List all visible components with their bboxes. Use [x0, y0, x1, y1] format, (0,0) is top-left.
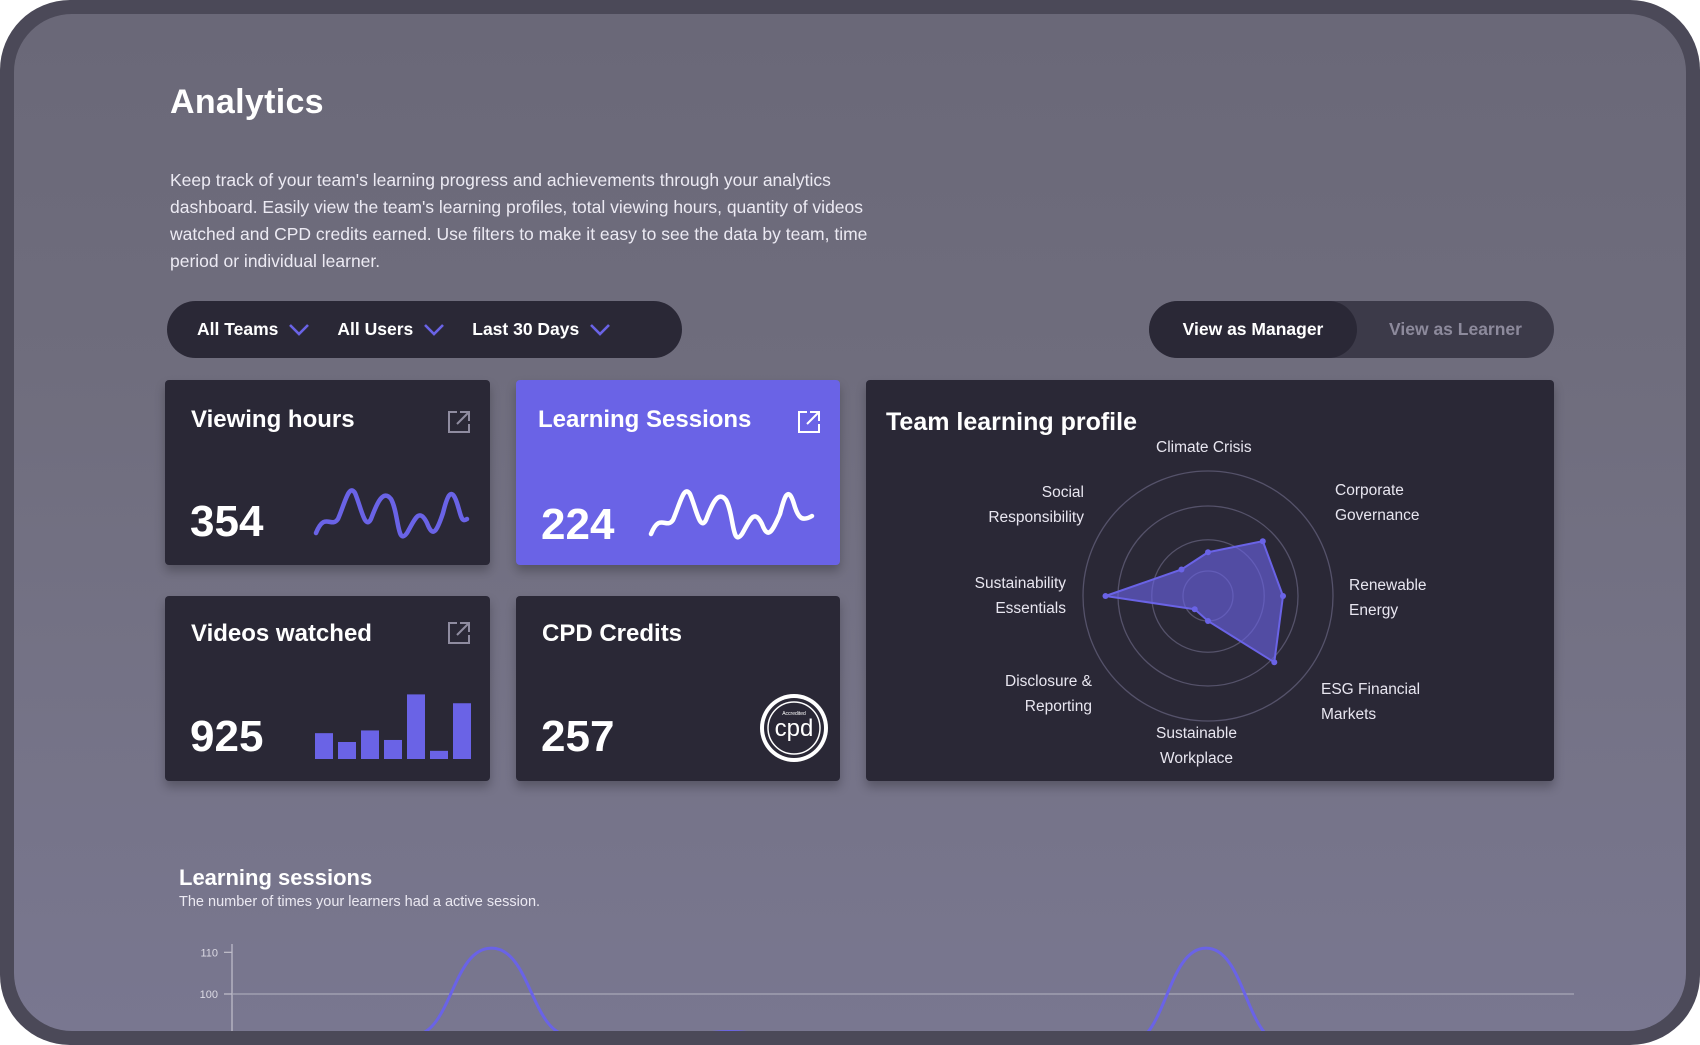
videos-watched-title: Videos watched [191, 620, 372, 647]
filter-bar: All Teams All Users Last 30 Days [167, 301, 682, 358]
view-as-manager-button[interactable]: View as Manager [1149, 301, 1357, 358]
filter-users-label: All Users [337, 319, 414, 339]
radar-label-social-responsibility: Social Responsibility [988, 484, 1084, 526]
radar-point [1205, 549, 1211, 556]
y-tick-label: 100 [200, 989, 218, 1001]
cpd-accredited-badge: Accredited cpd [760, 694, 828, 762]
videos-watched-value: 925 [190, 712, 264, 761]
radar-point [1205, 618, 1211, 624]
radar-point [1191, 606, 1198, 613]
external-link-icon[interactable] [446, 409, 472, 435]
svg-text:Accredited: Accredited [782, 711, 806, 717]
chevron-down-icon [424, 323, 445, 336]
cpd-credits-card[interactable]: CPD Credits 257 Accredited cpd [516, 596, 840, 781]
y-tick-label: 110 [200, 947, 218, 959]
chevron-down-icon [289, 323, 310, 336]
videos-bar [315, 733, 333, 759]
filter-period-label: Last 30 Days [472, 319, 580, 339]
team-learning-profile-card: Team learning profile Climate Crisis Cor… [866, 380, 1554, 781]
videos-watched-bar-chart [315, 694, 471, 759]
viewing-hours-card[interactable]: Viewing hours 354 [165, 380, 490, 565]
viewing-hours-value: 354 [190, 497, 264, 546]
videos-bar [384, 739, 402, 759]
videos-watched-card[interactable]: Videos watched 925 [165, 596, 490, 781]
svg-text:cpd: cpd [775, 715, 814, 742]
radar-label-esg-financial-markets: ESG Financial Markets [1321, 681, 1421, 723]
learning-sessions-sparkline [648, 489, 815, 540]
learning-sessions-section-subtitle: The number of times your learners had a … [179, 894, 541, 910]
radar-label-sustainability-essentials: Sustainability Essentials [974, 575, 1066, 617]
radar-point [1280, 593, 1286, 599]
team-profile-title: Team learning profile [886, 408, 1137, 436]
filter-period[interactable]: Last 30 Days [472, 319, 611, 340]
cpd-credits-title: CPD Credits [542, 620, 683, 647]
view-toggle: View as Manager View as Learner [1149, 301, 1554, 358]
learning-sessions-line-chart: 11010090 [200, 944, 1574, 1031]
chevron-down-icon [590, 323, 611, 336]
radar-label-sustainable-workplace: Sustainable Workplace [1155, 725, 1237, 767]
filter-teams[interactable]: All Teams [197, 319, 310, 340]
page-description: Keep track of your team's learning progr… [170, 170, 868, 271]
videos-bar [407, 694, 425, 759]
radar-point [1259, 538, 1266, 545]
filter-users[interactable]: All Users [337, 319, 445, 340]
viewing-hours-sparkline [313, 488, 470, 539]
series-line [423, 946, 1266, 1031]
radar-label-climate-crisis: Climate Crisis [1156, 439, 1252, 456]
filter-teams-label: All Teams [197, 319, 279, 339]
radar-point [1102, 593, 1109, 599]
view-as-learner-button[interactable]: View as Learner [1389, 319, 1522, 339]
radar-point [1178, 566, 1185, 573]
learning-sessions-card[interactable]: Learning Sessions 224 [516, 380, 840, 565]
videos-bar [430, 750, 448, 759]
radar-point [1271, 659, 1278, 666]
radar-label-renewable-energy: Renewable Energy [1349, 577, 1427, 619]
learning-sessions-value: 224 [541, 500, 615, 549]
radar-ring [1082, 470, 1334, 722]
page-title: Analytics [170, 83, 324, 121]
viewing-hours-title: Viewing hours [191, 406, 355, 433]
cpd-credits-value: 257 [541, 712, 615, 761]
team-profile-radar-chart [1082, 470, 1334, 722]
videos-bar [338, 742, 356, 759]
videos-bar [361, 730, 379, 759]
dashboard-screen: Analytics Keep track of your team's lear… [14, 14, 1686, 1031]
learning-sessions-title: Learning Sessions [538, 406, 752, 433]
radar-label-corporate-governance: Corporate Governance [1335, 482, 1420, 524]
videos-bar [453, 703, 471, 759]
radar-label-disclosure-reporting: Disclosure & Reporting [1005, 673, 1092, 715]
external-link-icon[interactable] [796, 409, 822, 435]
external-link-icon[interactable] [446, 620, 472, 646]
learning-sessions-section-title: Learning sessions [179, 865, 373, 890]
